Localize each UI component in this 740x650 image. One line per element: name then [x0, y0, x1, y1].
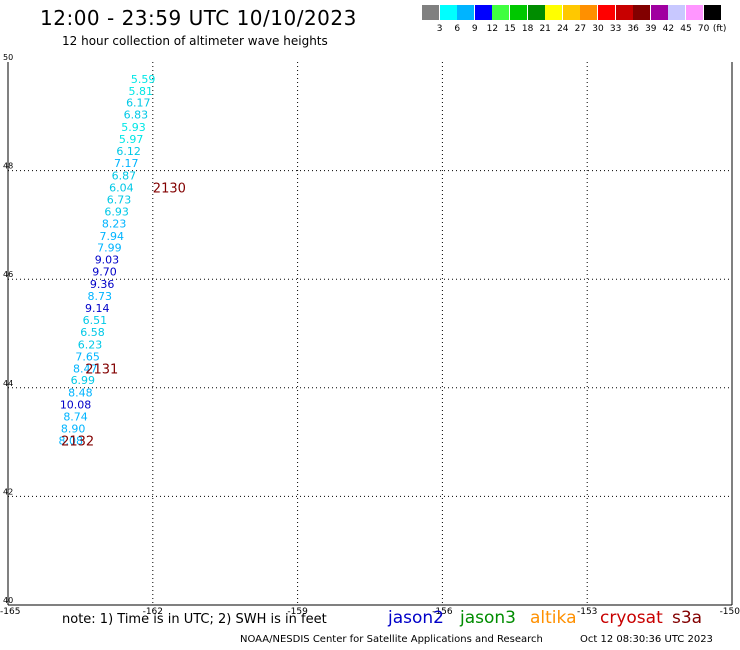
satellite-jason3: jason3 — [460, 608, 516, 628]
data-point-label: 9.14 — [85, 302, 110, 315]
legend-swatch — [598, 5, 615, 20]
data-point-label: 6.87 — [112, 169, 137, 182]
legend-label: 39 — [645, 24, 657, 34]
y-tick-label: 48 — [3, 162, 13, 171]
y-tick-label: 50 — [3, 53, 13, 62]
legend-swatch — [668, 5, 686, 20]
time-label: 2131 — [85, 362, 118, 377]
legend-swatch — [510, 5, 527, 20]
legend-swatch — [686, 5, 703, 20]
data-point-label: 8.47 — [73, 362, 98, 375]
legend-swatch — [457, 5, 475, 20]
legend-swatch — [492, 5, 510, 20]
legend-label: 3 — [436, 24, 443, 34]
data-point-label: 7.17 — [114, 157, 139, 170]
x-tick-label: -165 — [0, 607, 20, 617]
legend-label: 70 — [697, 24, 710, 34]
data-point-label: 5.59 — [131, 73, 156, 86]
y-tick-label: 44 — [3, 379, 13, 388]
data-point-label: 6.12 — [116, 145, 141, 158]
data-point-label: 7.94 — [100, 230, 125, 243]
data-point-label: 6.17 — [126, 97, 151, 110]
data-point-label: 5.97 — [119, 133, 144, 146]
legend-label: 15 — [504, 24, 516, 34]
data-point-label: 6.58 — [80, 326, 105, 339]
chart-subtitle: 12 hour collection of altimeter wave hei… — [62, 34, 328, 48]
data-point-label: 6.93 — [104, 205, 129, 218]
time-label: 2132 — [61, 434, 94, 449]
legend-label: 42 — [662, 24, 675, 34]
legend-label: 24 — [557, 24, 569, 34]
data-point-label: 7.65 — [75, 350, 100, 363]
legend-label: 27 — [574, 24, 587, 34]
legend-unit: (ft) — [712, 24, 727, 34]
data-point-label: 8.48 — [68, 387, 93, 400]
legend-swatch — [633, 5, 651, 20]
legend-swatch — [703, 5, 721, 20]
legend-swatch — [650, 5, 668, 20]
legend-label: 33 — [609, 24, 622, 34]
satellite-s3a: s3a — [672, 608, 703, 628]
x-tick-label: -162 — [143, 607, 163, 617]
data-point-label: 8.73 — [87, 290, 112, 303]
data-point-label: 5.81 — [128, 85, 153, 98]
chart-title: 12:00 - 23:59 UTC 10/10/2023 — [40, 6, 357, 30]
data-point-label: 7.99 — [97, 242, 122, 255]
legend-swatch — [439, 5, 457, 20]
x-tick-label: -153 — [577, 607, 597, 617]
data-point-label: 8.08 — [58, 434, 83, 447]
legend-label: 12 — [486, 24, 499, 34]
data-point-label: 6.23 — [78, 338, 103, 351]
legend-swatch — [615, 5, 633, 20]
y-tick-label: 42 — [3, 487, 13, 496]
data-point-label: 6.04 — [109, 181, 134, 194]
legend-swatch — [580, 5, 598, 20]
legend-label: 9 — [471, 24, 478, 34]
legend-swatch — [545, 5, 563, 20]
satellite-cryosat: cryosat — [600, 608, 663, 628]
data-point-label: 8.90 — [61, 423, 86, 436]
time-label: 2130 — [153, 181, 186, 196]
data-point-label: 8.74 — [63, 411, 88, 424]
legend-label: 21 — [539, 24, 551, 34]
satellite-jason2: jason2 — [388, 608, 444, 628]
data-point-label: 5.93 — [121, 121, 146, 134]
data-point-label: 9.36 — [90, 278, 115, 291]
x-tick-label: -159 — [287, 607, 308, 617]
footer-credit: NOAA/NESDIS Center for Satellite Applica… — [240, 634, 543, 645]
legend-swatch — [422, 5, 439, 20]
data-point-label: 9.70 — [92, 266, 117, 279]
data-point-label: 6.51 — [83, 314, 108, 327]
data-point-label: 9.03 — [95, 254, 120, 267]
legend-swatch — [527, 5, 545, 20]
data-point-label: 6.73 — [107, 193, 132, 206]
data-point-label: 6.83 — [124, 109, 149, 122]
legend-label: 6 — [454, 24, 461, 34]
legend-label: 36 — [627, 24, 639, 34]
data-point-label: 8.23 — [102, 217, 127, 230]
y-tick-label: 46 — [3, 270, 13, 279]
satellite-altika: altika — [530, 608, 577, 628]
legend-label: 18 — [521, 24, 534, 34]
legend-label: 30 — [592, 24, 604, 34]
data-point-label: 10.08 — [60, 399, 92, 412]
legend-label: 45 — [680, 24, 692, 34]
footer-date: Oct 12 08:30:36 UTC 2023 — [580, 634, 713, 645]
legend-swatch — [562, 5, 580, 20]
x-tick-label: -150 — [720, 607, 740, 617]
data-point-label: 6.99 — [71, 374, 96, 387]
legend-swatch — [474, 5, 492, 20]
note-text: note: 1) Time is in UTC; 2) SWH is in fe… — [62, 612, 327, 627]
x-tick-label: -156 — [432, 607, 453, 617]
y-tick-label: 40 — [3, 596, 13, 605]
